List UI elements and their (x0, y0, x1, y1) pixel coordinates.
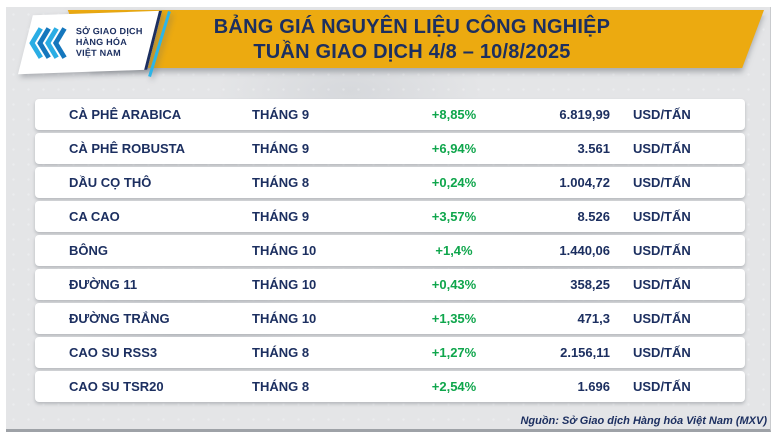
table-row: CAO SU TSR20 THÁNG 8 +2,54% 1.696 USD/TẤ… (35, 371, 745, 402)
contract-month: THÁNG 9 (252, 107, 310, 122)
contract-month: THÁNG 9 (252, 209, 310, 224)
price-unit: USD/TẤN (633, 141, 691, 156)
mxv-logo-card: SỞ GIAO DỊCH HÀNG HÓA VIỆT NAM (6, 2, 176, 84)
price-value: 6.819,99 (559, 107, 610, 122)
price-unit: USD/TẤN (633, 107, 691, 122)
table-row: BÔNG THÁNG 10 +1,4% 1.440,06 USD/TẤN (35, 235, 745, 266)
commodity-name: ĐƯỜNG TRẮNG (69, 311, 170, 326)
weekly-change: +0,24% (431, 175, 477, 190)
logo-org-name: SỞ GIAO DỊCH HÀNG HÓA VIỆT NAM (76, 26, 143, 59)
commodity-name: BÔNG (69, 243, 108, 258)
price-value: 1.004,72 (559, 175, 610, 190)
price-table: CÀ PHÊ ARABICA THÁNG 9 +8,85% 6.819,99 U… (35, 99, 745, 405)
contract-month: THÁNG 10 (252, 277, 317, 292)
logo-org-line3: VIỆT NAM (75, 47, 121, 58)
commodity-name: CAO SU RSS3 (69, 345, 158, 360)
commodity-name: ĐƯỜNG 11 (69, 277, 138, 292)
header-banner: BẢNG GIÁ NGUYÊN LIỆU CÔNG NGHIỆP TUẦN GI… (60, 10, 764, 68)
price-value: 1.696 (577, 379, 610, 394)
contract-month: THÁNG 10 (252, 243, 317, 258)
weekly-change: +0,43% (431, 277, 477, 292)
contract-month: THÁNG 10 (252, 311, 317, 326)
price-value: 8.526 (577, 209, 610, 224)
banner-title-line1: BẢNG GIÁ NGUYÊN LIỆU CÔNG NGHIỆP (213, 16, 611, 38)
contract-month: THÁNG 9 (252, 141, 310, 156)
table-row: ĐƯỜNG TRẮNG THÁNG 10 +1,35% 471,3 USD/TẤ… (35, 303, 745, 334)
contract-month: THÁNG 8 (252, 379, 310, 394)
contract-month: THÁNG 8 (252, 175, 310, 190)
price-value: 2.156,11 (560, 345, 610, 360)
weekly-change: +1,27% (431, 345, 477, 360)
weekly-change: +6,94% (431, 141, 477, 156)
price-unit: USD/TẤN (633, 379, 691, 394)
contract-month: THÁNG 8 (252, 345, 310, 360)
price-unit: USD/TẤN (633, 209, 691, 224)
price-value: 358,25 (570, 277, 610, 292)
source-note: Nguồn: Sở Giao dịch Hàng hóa Việt Nam (M… (520, 415, 767, 427)
table-row: CAO SU RSS3 THÁNG 8 +1,27% 2.156,11 USD/… (35, 337, 745, 368)
price-unit: USD/TẤN (633, 277, 691, 292)
mxv-chevron-icon (29, 26, 67, 59)
commodity-name: CAO SU TSR20 (69, 379, 164, 394)
weekly-change: +8,85% (431, 107, 477, 122)
banner-shape: BẢNG GIÁ NGUYÊN LIỆU CÔNG NGHIỆP TUẦN GI… (67, 10, 764, 68)
banner-title-line2: TUẦN GIAO DỊCH 4/8 – 10/8/2025 (253, 41, 571, 63)
commodity-name: CA CAO (69, 209, 120, 224)
weekly-change: +1,35% (431, 311, 477, 326)
price-value: 3.561 (577, 141, 610, 156)
commodity-name: CÀ PHÊ ARABICA (69, 107, 182, 122)
weekly-change: +3,57% (431, 209, 477, 224)
table-row: CÀ PHÊ ROBUSTA THÁNG 9 +6,94% 3.561 USD/… (35, 133, 745, 164)
table-row: CA CAO THÁNG 9 +3,57% 8.526 USD/TẤN (35, 201, 745, 232)
price-value: 1.440,06 (559, 243, 610, 258)
price-unit: USD/TẤN (633, 243, 691, 258)
commodity-name: DẦU CỌ THÔ (69, 175, 152, 190)
table-row: ĐƯỜNG 11 THÁNG 10 +0,43% 358,25 USD/TẤN (35, 269, 745, 300)
weekly-change: +2,54% (431, 379, 477, 394)
table-row: CÀ PHÊ ARABICA THÁNG 9 +8,85% 6.819,99 U… (35, 99, 745, 130)
price-value: 471,3 (577, 311, 610, 326)
commodity-name: CÀ PHÊ ROBUSTA (69, 141, 186, 156)
logo-card-shape: SỞ GIAO DỊCH HÀNG HÓA VIỆT NAM (17, 10, 163, 75)
logo-org-line2: HÀNG HÓA (75, 37, 127, 48)
weekly-change: +1,4% (435, 243, 473, 258)
price-unit: USD/TẤN (633, 345, 691, 360)
price-unit: USD/TẤN (633, 311, 691, 326)
logo-org-line1: SỞ GIAO DỊCH (75, 26, 143, 37)
price-unit: USD/TẤN (633, 175, 691, 190)
table-row: DẦU CỌ THÔ THÁNG 8 +0,24% 1.004,72 USD/T… (35, 167, 745, 198)
